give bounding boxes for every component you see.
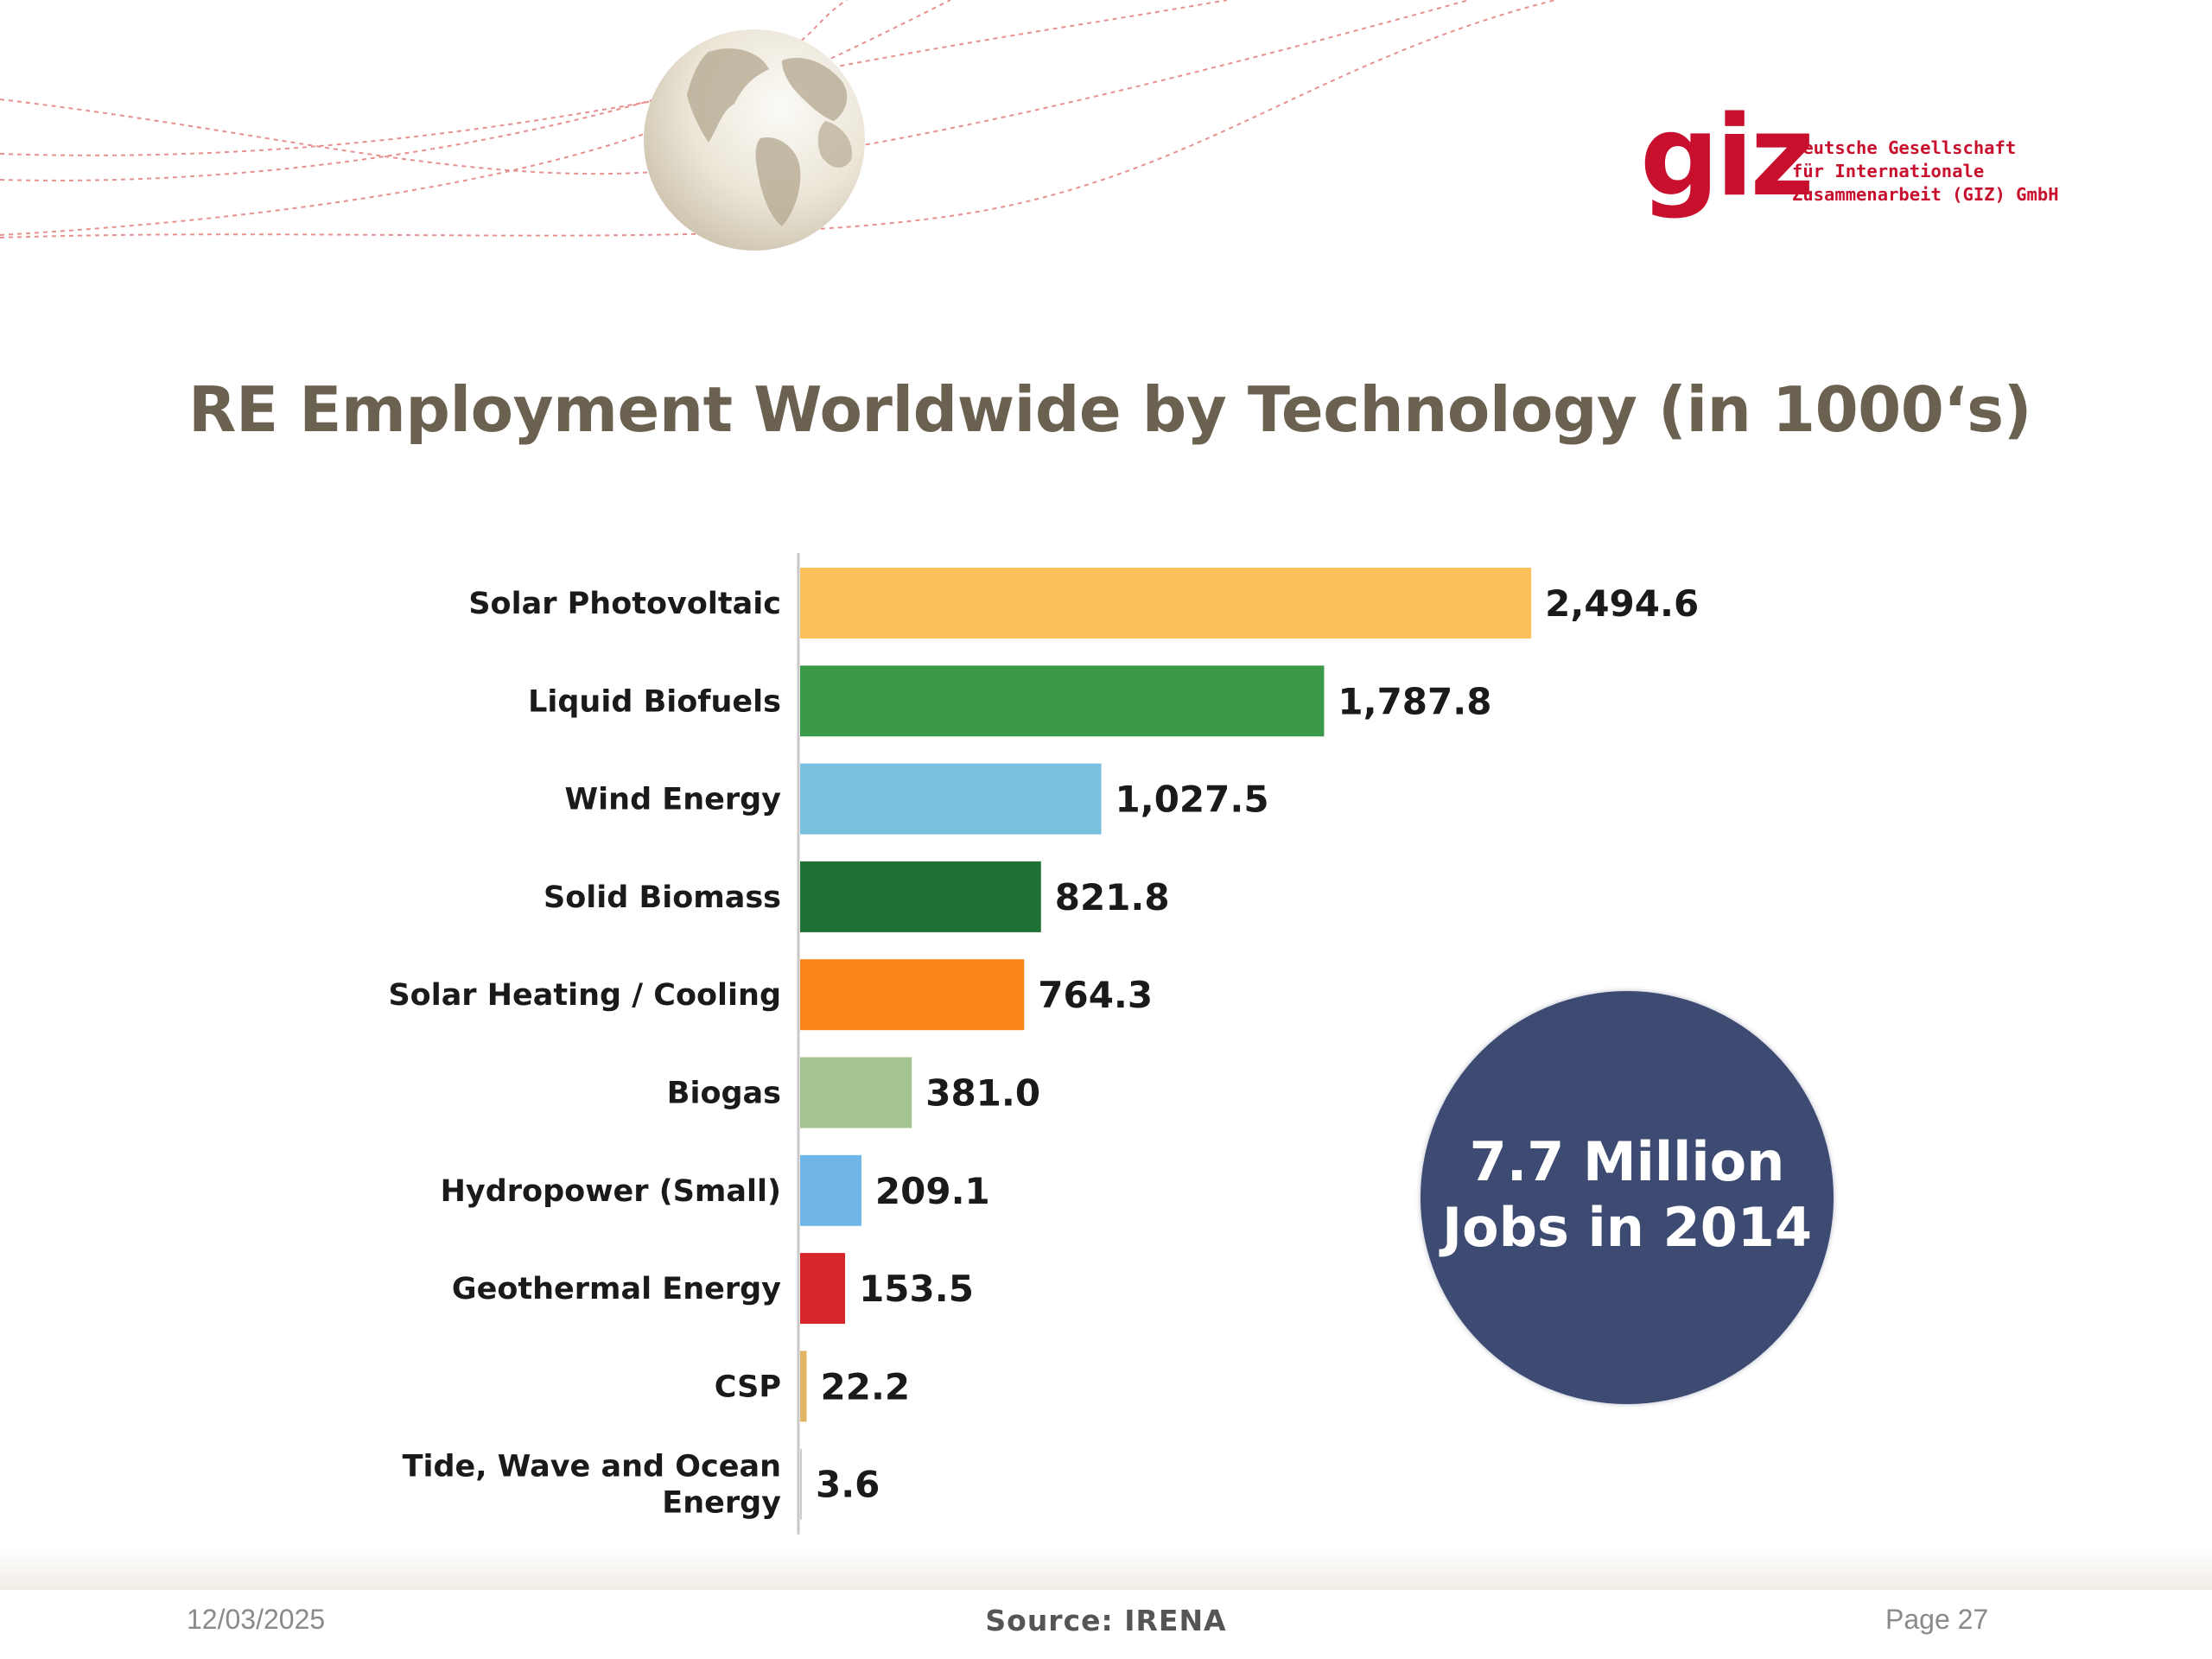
logo-line: Deutsche Gesellschaft: [1792, 137, 2017, 158]
category-label: Solar Photovoltaic: [468, 587, 781, 621]
footer-page-number: Page 27: [1885, 1604, 1989, 1635]
bar-wind-energy: [800, 763, 1102, 835]
slide-title: RE Employment Worldwide by Technology (i…: [188, 373, 2031, 446]
globe-decoration: [0, 0, 1556, 251]
bar-geothermal-energy: [800, 1253, 846, 1325]
category-label: Tide, Wave and Ocean Energy: [403, 1450, 782, 1521]
bar-csp: [800, 1351, 807, 1422]
value-label: 1,787.8: [1338, 680, 1491, 722]
category-label: Biogas: [667, 1077, 781, 1111]
category-label: Liquid Biofuels: [528, 684, 781, 719]
giz-logo-text: Deutsche Gesellschaft für Internationale…: [1792, 137, 2059, 207]
value-label: 1,027.5: [1116, 779, 1269, 821]
callout-line-2: Jobs in 2014: [1441, 1196, 1813, 1259]
value-label: 22.2: [821, 1365, 911, 1408]
value-label: 2,494.6: [1545, 582, 1699, 625]
globe-icon: [644, 29, 865, 251]
jobs-callout-circle: 7.7 Million Jobs in 2014: [1421, 991, 1834, 1404]
value-label: 821.8: [1055, 876, 1170, 918]
category-label: Hydropower (Small): [441, 1174, 781, 1209]
bar-tide-wave-and-ocean-energy: [800, 1448, 802, 1520]
callout-text: 7.7 Million Jobs in 2014: [1421, 1129, 1834, 1261]
category-label: Geothermal Energy: [452, 1272, 781, 1306]
bar-biogas: [800, 1057, 912, 1128]
value-label: 381.0: [925, 1072, 1040, 1115]
footer-band: [0, 1547, 2212, 1590]
bar-hydropower-small: [800, 1154, 861, 1226]
footer-source: Source: IRENA: [985, 1604, 1227, 1637]
logo-line: für Internationale: [1792, 161, 1985, 181]
category-label: CSP: [715, 1370, 781, 1404]
bar-chart: 2,494.6 Solar Photovoltaic 1,787.8 Liquid B…: [388, 553, 1699, 1535]
logo-line: Zusammenarbeit (GIZ) GmbH: [1792, 184, 2059, 205]
category-label: Solar Heating / Cooling: [388, 978, 781, 1013]
footer-date: 12/03/2025: [187, 1604, 326, 1635]
dashed-curves: [0, 0, 1556, 238]
giz-logo: giz: [1640, 92, 1815, 221]
bar-solar-heating-cooling: [800, 959, 1025, 1031]
value-label: 764.3: [1038, 974, 1153, 1016]
bar-solid-biomass: [800, 861, 1041, 932]
bar-solar-photovoltaic: [800, 568, 1532, 639]
callout-line-1: 7.7 Million: [1469, 1130, 1785, 1193]
value-label: 3.6: [816, 1464, 880, 1506]
value-label: 153.5: [859, 1268, 974, 1310]
category-label: Solid Biomass: [543, 880, 781, 915]
value-label: 209.1: [875, 1170, 990, 1212]
bar-liquid-biofuels: [800, 665, 1325, 737]
category-label: Wind Energy: [565, 783, 782, 817]
